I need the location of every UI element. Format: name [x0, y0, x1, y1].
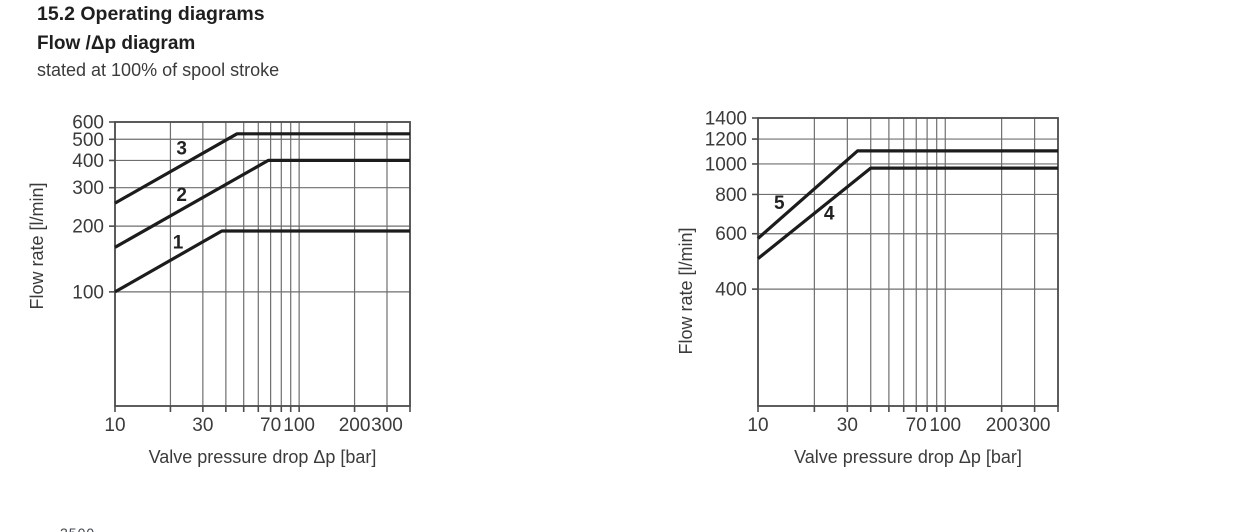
x-tick-label: 300	[371, 415, 403, 436]
x-tick-label: 30	[192, 415, 213, 436]
x-axis-label: Valve pressure drop Δp [bar]	[149, 447, 377, 467]
flow-dp-chart-left: 1 2 3 10 30 70 100 200 300 100 200 300 400 500 600 Valv…	[15, 95, 465, 480]
curve-label-4: 4	[824, 204, 835, 225]
footer-page-number: 2500	[60, 526, 130, 532]
x-tick-label: 200	[986, 415, 1018, 436]
x-tick-label: 70	[906, 415, 927, 436]
y-tick-label: 200	[72, 217, 104, 238]
y-tick-label: 400	[72, 151, 104, 172]
curve-2	[114, 158, 410, 249]
curve-label-3: 3	[176, 138, 187, 159]
flow-dp-chart-right: 4 5 10 30 70 100 200 300 400 600 800 1000 1200 1400 Va…	[655, 95, 1105, 480]
x-tick-label: 200	[339, 415, 371, 436]
y-tick-label: 1200	[705, 130, 747, 151]
y-tick-label: 400	[715, 280, 747, 301]
x-tick-label: 100	[929, 415, 961, 436]
curve-1	[114, 229, 410, 294]
diagram-title: Flow /Δp diagram	[37, 33, 196, 54]
y-tick-label: 1000	[705, 154, 747, 175]
curve-label-1: 1	[173, 232, 184, 253]
x-tick-label: 10	[747, 415, 768, 436]
y-tick-label: 300	[72, 178, 104, 199]
y-axis-label: Flow rate [l/min]	[27, 182, 47, 309]
section-title: 15.2 Operating diagrams	[37, 3, 265, 25]
curve-label-2: 2	[176, 185, 187, 206]
y-tick-label: 800	[715, 185, 747, 206]
curve-4	[756, 166, 1058, 260]
curve-label-5: 5	[774, 193, 785, 214]
x-tick-label: 300	[1019, 415, 1051, 436]
y-tick-label: 500	[72, 130, 104, 151]
y-tick-label: 1400	[705, 109, 747, 130]
curve-3	[114, 132, 410, 205]
x-tick-label: 30	[837, 415, 858, 436]
y-tick-label: 600	[72, 113, 104, 134]
plot-border	[757, 117, 1059, 407]
x-axis-label: Valve pressure drop Δp [bar]	[794, 447, 1022, 467]
footer-page-number-text: 2500	[60, 526, 130, 532]
curve-5	[756, 149, 1058, 240]
diagram-note: stated at 100% of spool stroke	[37, 60, 280, 80]
x-tick-label: 100	[283, 415, 315, 436]
y-tick-label: 600	[715, 224, 747, 245]
y-tick-label: 100	[72, 282, 104, 303]
x-tick-label: 10	[104, 415, 125, 436]
plot-border	[114, 121, 411, 407]
x-tick-label: 70	[260, 415, 281, 436]
y-axis-label: Flow rate [l/min]	[676, 227, 696, 354]
